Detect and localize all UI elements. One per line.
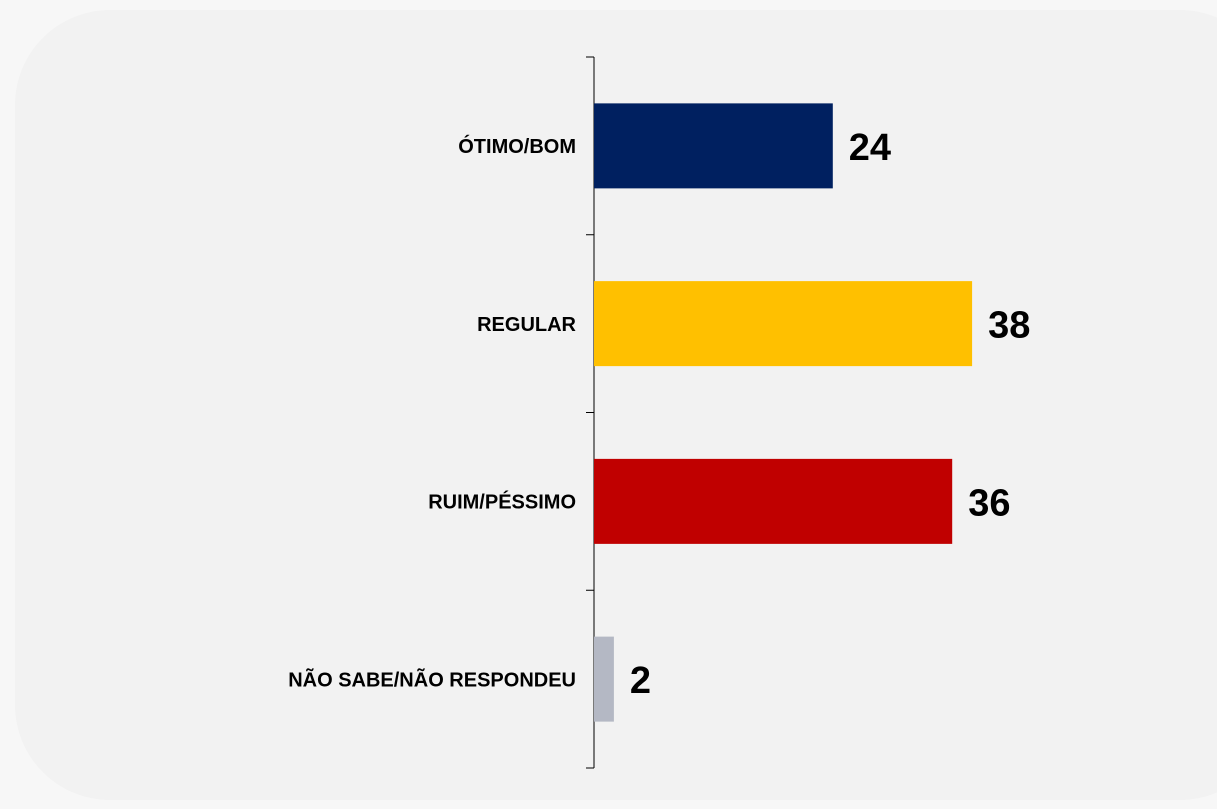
bar (594, 281, 973, 367)
bar (594, 103, 833, 189)
bar (594, 636, 614, 722)
value-label: 24 (849, 127, 891, 169)
bar (594, 458, 953, 544)
category-label: REGULAR (477, 314, 576, 336)
value-label: 36 (968, 482, 1010, 524)
category-label: NÃO SABE/NÃO RESPONDEU (288, 668, 576, 691)
value-label: 2 (630, 660, 651, 702)
category-label: RUIM/PÉSSIMO (428, 491, 576, 514)
panel (15, 10, 1217, 800)
category-label: ÓTIMO/BOM (458, 134, 576, 158)
value-label: 38 (988, 305, 1030, 347)
